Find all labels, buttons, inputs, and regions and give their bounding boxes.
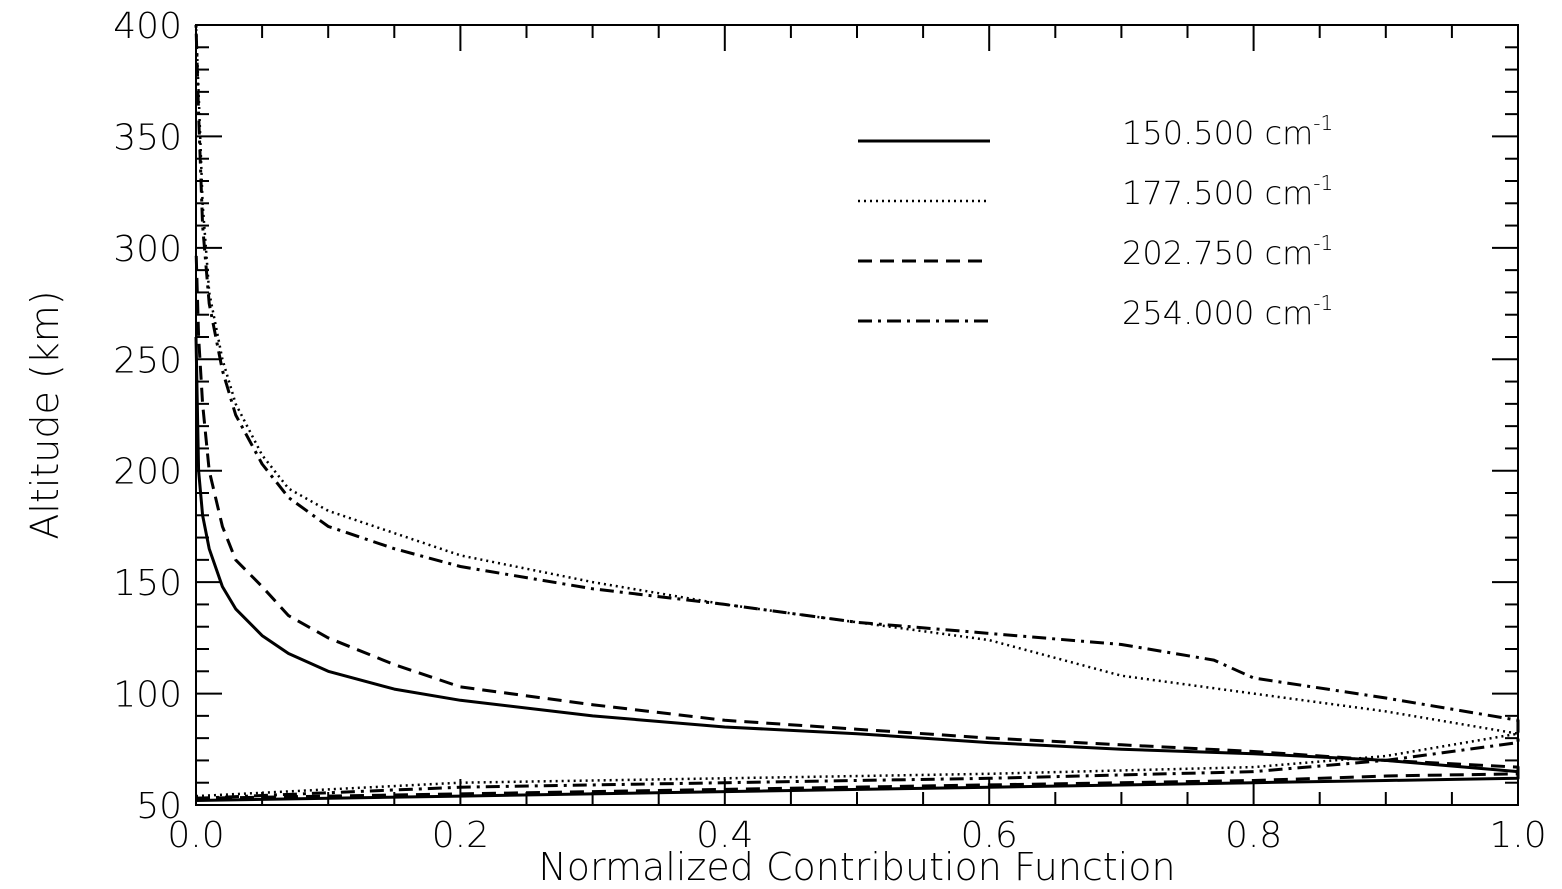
series-line-solid	[194, 336, 1520, 802]
legend-label: 202.750 cm-1	[1122, 231, 1333, 272]
series-line-dashdot	[194, 24, 1520, 800]
series-line-dashed	[194, 247, 1520, 800]
x-tick-label: 1.0	[1489, 815, 1546, 856]
y-ticks: 50 100 150 200 250 300 350 400	[113, 6, 1518, 827]
y-axis-title: Altitude (km)	[23, 290, 67, 539]
legend-label: 254.000 cm-1	[1122, 291, 1333, 332]
x-tick-label: 0.0	[167, 815, 224, 856]
x-tick-label: 0.6	[961, 815, 1018, 856]
x-axis-title: Normalized Contribution Function	[538, 845, 1175, 889]
x-tick-label: 0.2	[432, 815, 489, 856]
legend-label-superscript: -1	[1313, 291, 1333, 315]
legend-label-superscript: -1	[1313, 231, 1333, 255]
y-tick-label: 50	[136, 786, 182, 827]
legend-label-text: 177.500 cm	[1122, 174, 1313, 212]
legend-label-text: 254.000 cm	[1122, 294, 1313, 332]
legend-label-text: 150.500 cm	[1122, 114, 1313, 152]
x-tick-label: 0.4	[696, 815, 753, 856]
y-tick-label: 150	[113, 563, 182, 604]
y-tick-label: 100	[113, 675, 182, 716]
y-tick-label: 250	[113, 340, 182, 381]
series-line-dotted	[194, 24, 1520, 798]
legend-label-superscript: -1	[1313, 171, 1333, 195]
legend-label-superscript: -1	[1313, 111, 1333, 135]
y-tick-label: 300	[113, 229, 182, 270]
legend-label: 150.500 cm-1	[1122, 111, 1333, 152]
x-ticks: 0.0 0.2 0.4 0.6 0.8 1.0	[167, 25, 1547, 856]
legend-label: 177.500 cm-1	[1122, 171, 1333, 212]
legend-label-text: 202.750 cm	[1122, 234, 1313, 272]
x-tick-label: 0.8	[1225, 815, 1282, 856]
y-tick-label: 200	[113, 452, 182, 493]
y-tick-label: 400	[113, 6, 182, 47]
series-group	[194, 24, 1520, 802]
y-tick-label: 350	[113, 117, 182, 158]
